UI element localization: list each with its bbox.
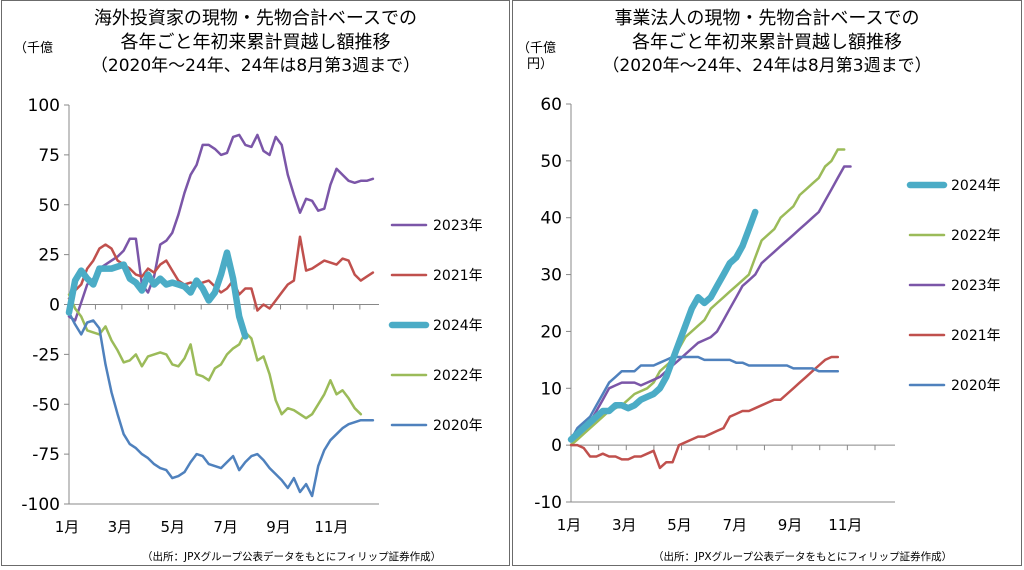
- x-tick-label: 3月: [612, 516, 637, 534]
- y-tick-label: 0: [49, 296, 60, 316]
- y-tick-label: 75: [38, 146, 60, 166]
- line-chart-left: 100 75 50 25 0 -25 -50 -75 -100 1月 3月 5月 7月 9月 11月 2023…: [21, 96, 483, 536]
- y-tick-label: -100: [21, 495, 60, 515]
- chart-title-line-2: 各年ごと年初来累計買越し額推移: [632, 32, 902, 53]
- series-line-2020: [67, 311, 375, 498]
- series-line-2021: [67, 235, 375, 312]
- axes-group: 60 50 40 30 20 10 0 -10 1月 3月 5月 7月 9月 11月: [534, 95, 895, 534]
- legend-label: 2024年: [951, 178, 1001, 194]
- x-tick-label: 7月: [213, 518, 238, 536]
- legend-label: 2023年: [433, 218, 483, 234]
- y-tick-label: 50: [540, 152, 562, 172]
- chart-title-line-3: （2020年～24年、24年は8月第3週まで）: [602, 56, 932, 76]
- y-axis-unit-label: （千億: [14, 41, 54, 56]
- y-tick-label: 100: [28, 96, 60, 116]
- y-axis-unit-label-2: 円）: [527, 57, 554, 72]
- x-tick-label: 1月: [557, 516, 582, 534]
- legend-label: 2023年: [951, 278, 1001, 294]
- x-tick-label: 3月: [108, 518, 133, 536]
- series-line-2021: [569, 355, 840, 470]
- chart-title-line-3: （2020年～24年、24年は8月第3週まで）: [90, 56, 421, 76]
- series-line-2023: [569, 165, 852, 441]
- y-tick-label: -75: [32, 445, 60, 465]
- y-tick-label: 50: [38, 196, 60, 216]
- series-group: [567, 148, 852, 470]
- y-tick-label: -25: [32, 345, 60, 365]
- source-note: （出所：JPXグループ公表データをもとにフィリップ証券作成）: [142, 551, 442, 563]
- x-tick-label: 9月: [266, 518, 291, 536]
- axes-group: 100 75 50 25 0 -25 -50 -75 -100 1月 3月 5月 7月 9月 11月: [21, 96, 379, 536]
- y-tick-label: 10: [540, 379, 562, 399]
- series-line-2024: [65, 249, 249, 340]
- x-tick-label: 7月: [723, 516, 748, 534]
- series-group: [65, 133, 375, 498]
- chart-title-line-2: 各年ごと年初来累計買越し額推移: [120, 32, 391, 53]
- y-tick-label: 0: [551, 436, 562, 456]
- legend-label: 2021年: [433, 268, 483, 284]
- legend-label: 2021年: [951, 328, 1001, 344]
- chart-panel-business-corporations: 事業法人の現物・先物合計ベースでの 各年ごと年初来累計買越し額推移 （2020年…: [512, 0, 1022, 566]
- legend-label: 2020年: [951, 378, 1001, 394]
- legend: 2024年 2022年 2023年 2021年 2020年: [906, 178, 1001, 394]
- y-tick-label: 25: [38, 246, 60, 266]
- y-tick-label: 20: [540, 322, 562, 342]
- y-axis-unit-label: （千億: [517, 41, 557, 56]
- chart-panel-foreign-investors: 海外投資家の現物・先物合計ベースでの 各年ごと年初来累計買越し額推移 （2020…: [1, 0, 510, 566]
- y-tick-label: -10: [534, 493, 562, 513]
- legend-label: 2022年: [951, 228, 1001, 244]
- series-line-2020: [569, 355, 840, 441]
- x-tick-label: 5月: [667, 516, 692, 534]
- x-tick-label: 1月: [55, 518, 80, 536]
- x-tick-label: 11月: [828, 516, 862, 534]
- y-tick-label: 30: [540, 266, 562, 286]
- y-tick-label: 60: [540, 95, 562, 115]
- chart-title-line-1: 事業法人の現物・先物合計ベースでの: [614, 8, 920, 29]
- legend-label: 2024年: [433, 318, 483, 334]
- series-line-2023: [67, 133, 375, 322]
- source-note: （出所：JPXグループ公表データをもとにフィリップ証券作成）: [653, 551, 953, 563]
- legend-label: 2020年: [433, 418, 483, 434]
- series-line-2022: [67, 293, 363, 420]
- chart-title-line-1: 海外投資家の現物・先物合計ベースでの: [93, 8, 418, 29]
- x-tick-label: 9月: [778, 516, 803, 534]
- legend-label: 2022年: [433, 368, 483, 384]
- y-tick-label: -50: [32, 395, 60, 415]
- x-tick-label: 11月: [314, 518, 348, 536]
- y-tick-label: 40: [540, 209, 562, 229]
- legend: 2023年 2021年 2024年 2022年 2020年: [388, 218, 483, 434]
- series-line-2024: [567, 208, 759, 443]
- x-tick-label: 5月: [160, 518, 185, 536]
